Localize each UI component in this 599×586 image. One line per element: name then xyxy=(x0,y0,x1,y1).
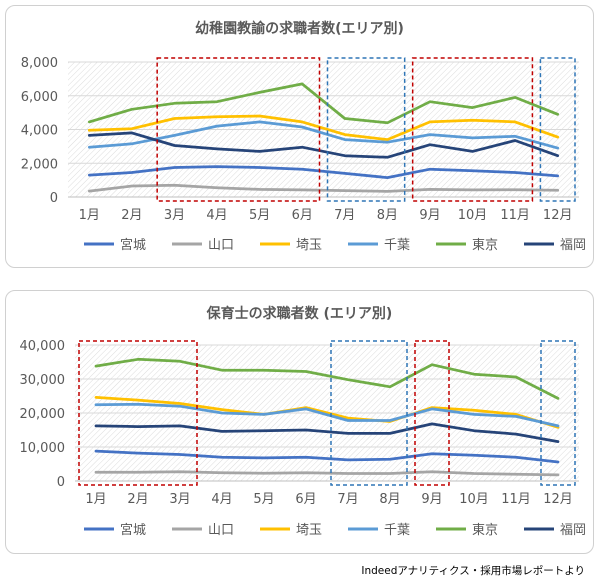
series-line-千葉 xyxy=(87,120,560,150)
x-tick-label: 3月 xyxy=(169,492,190,507)
x-tick-label: 2月 xyxy=(121,208,142,223)
series-line-東京 xyxy=(94,357,560,400)
highlight-box xyxy=(414,340,450,486)
series-line-山口 xyxy=(87,183,560,193)
x-tick-label: 1月 xyxy=(79,208,100,223)
x-tick-label: 8月 xyxy=(377,208,398,223)
highlight-box xyxy=(539,57,576,202)
legend-label: 福岡 xyxy=(560,523,586,538)
x-tick-label: 12月 xyxy=(543,208,573,223)
y-tick-label: 20,000 xyxy=(20,407,66,422)
legend-label: 千葉 xyxy=(384,523,410,538)
x-tick-label: 7月 xyxy=(334,208,355,223)
legend-label: 千葉 xyxy=(384,238,410,253)
x-tick-label: 1月 xyxy=(85,492,106,507)
chart-title: 保育士の求職者数 (エリア別) xyxy=(206,306,393,322)
legend-label: 埼玉 xyxy=(296,523,322,538)
legend-label: 宮城 xyxy=(120,522,146,538)
series-line-千葉 xyxy=(94,402,560,428)
y-tick-label: 0 xyxy=(57,475,65,490)
x-tick-label: 10月 xyxy=(459,492,489,507)
source-note: Indeedアナリティクス・採用市場レポートより xyxy=(361,565,585,577)
x-tick-label: 4月 xyxy=(206,208,227,223)
x-tick-label: 3月 xyxy=(164,208,185,223)
y-tick-label: 4,000 xyxy=(21,124,58,139)
x-tick-label: 5月 xyxy=(249,208,270,223)
series-line-山口 xyxy=(94,470,560,477)
x-tick-label: 5月 xyxy=(253,492,274,507)
series-line-埼玉 xyxy=(94,396,560,429)
highlight-box xyxy=(540,340,576,486)
x-tick-label: 11月 xyxy=(501,492,531,507)
x-tick-label: 11月 xyxy=(500,208,530,223)
x-tick-label: 2月 xyxy=(127,492,148,507)
highlight-box xyxy=(156,57,321,202)
chart-panel-nursery: 保育士の求職者数 (エリア別) 0 10,000 20,000 30,000 40,00… xyxy=(5,290,594,554)
legend-label: 山口 xyxy=(208,523,234,538)
y-tick-label: 40,000 xyxy=(20,339,66,354)
y-tick-label: 6,000 xyxy=(21,90,58,105)
series-line-福岡 xyxy=(94,422,560,443)
series-line-宮城 xyxy=(94,449,560,464)
series-line-東京 xyxy=(87,82,560,125)
highlight-box xyxy=(78,340,198,486)
x-tick-label: 8月 xyxy=(379,492,400,507)
y-tick-label: 8,000 xyxy=(21,56,58,71)
y-tick-label: 30,000 xyxy=(20,373,66,388)
series-line-宮城 xyxy=(87,165,560,179)
legend-label: 福岡 xyxy=(560,238,586,253)
legend-label: 山口 xyxy=(208,238,234,253)
series-line-福岡 xyxy=(87,131,560,159)
x-tick-label: 12月 xyxy=(543,492,573,507)
highlight-box xyxy=(330,340,408,486)
legend-label: 宮城 xyxy=(120,237,146,253)
y-tick-label: 2,000 xyxy=(21,157,58,172)
x-tick-label: 10月 xyxy=(458,208,488,223)
legend-label: 埼玉 xyxy=(296,238,322,253)
legend-label: 東京 xyxy=(472,522,498,538)
y-tick-label: 10,000 xyxy=(20,441,66,456)
chart-title: 幼稚園教諭の求職者数(エリア別) xyxy=(195,21,404,37)
x-tick-label: 7月 xyxy=(337,492,358,507)
highlight-box xyxy=(411,57,534,202)
x-tick-label: 6月 xyxy=(292,208,313,223)
legend-label: 東京 xyxy=(472,237,498,253)
x-tick-label: 6月 xyxy=(295,492,316,507)
x-tick-label: 9月 xyxy=(421,492,442,507)
line-chart-nursery: 0 10,000 20,000 30,000 40,000 1月 2月 3月 4月 5月 6月 7月 8… xyxy=(20,339,587,538)
x-tick-label: 9月 xyxy=(419,208,440,223)
x-tick-label: 4月 xyxy=(211,492,232,507)
y-tick-label: 0 xyxy=(50,191,58,206)
chart-panel-kindergarten: 幼稚園教諭の求職者数(エリア別) 0 2,000 4,000 6,000 8,000 1月… xyxy=(5,5,594,268)
highlight-box xyxy=(326,57,406,202)
line-chart-kindergarten: 0 2,000 4,000 6,000 8,000 1月 2月 3月 4月 5月 6月 7月 8月 9月 1… xyxy=(21,56,586,253)
series-line-埼玉 xyxy=(87,114,560,141)
